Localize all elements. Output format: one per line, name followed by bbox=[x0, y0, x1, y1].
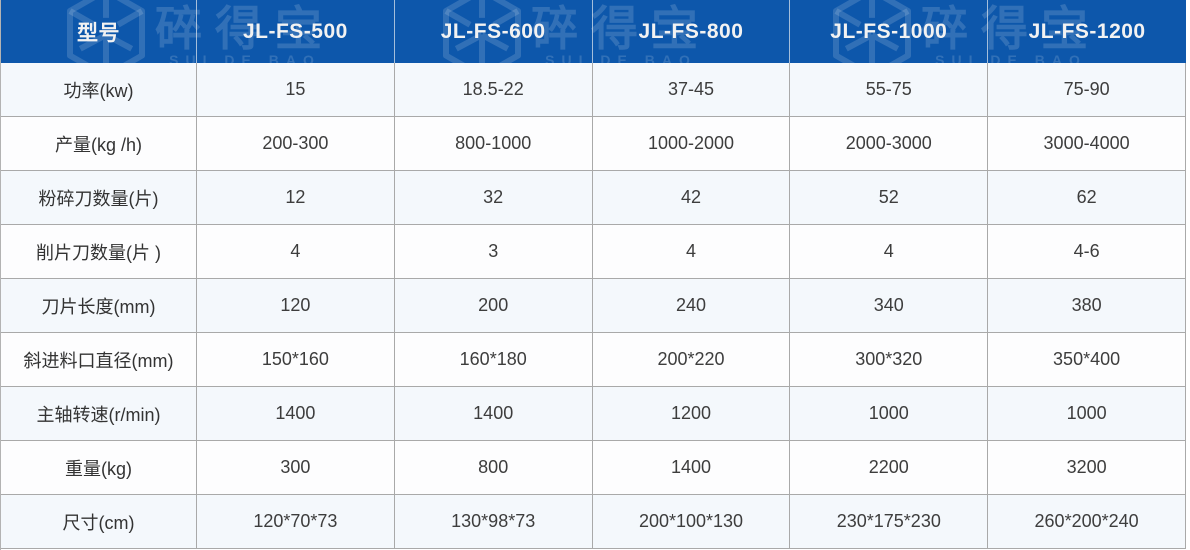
spec-value-cell: 62 bbox=[988, 171, 1186, 225]
spec-value-cell: 2000-3000 bbox=[790, 117, 989, 171]
row-label: 产量(kg /h) bbox=[1, 117, 197, 171]
spec-value-cell: 4 bbox=[592, 225, 791, 279]
spec-value-cell: 300 bbox=[197, 441, 395, 495]
column-header-model: JL-FS-800 bbox=[593, 0, 791, 63]
spec-value-cell: 800-1000 bbox=[394, 117, 593, 171]
spec-value-cell: 240 bbox=[592, 279, 791, 333]
table-row: 产量(kg /h) 200-300 800-1000 1000-2000 2000-3… bbox=[1, 117, 1186, 171]
spec-value-cell: 4 bbox=[790, 225, 989, 279]
spec-value-cell: 1400 bbox=[592, 441, 791, 495]
spec-value-cell: 800 bbox=[394, 441, 593, 495]
row-label: 重量(kg) bbox=[1, 441, 197, 495]
spec-value-cell: 260*200*240 bbox=[988, 495, 1186, 549]
spec-value-cell: 200*220 bbox=[592, 333, 791, 387]
spec-value-cell: 150*160 bbox=[197, 333, 395, 387]
table-row: 削片刀数量(片 ) 4 3 4 4 4-6 bbox=[1, 225, 1186, 279]
spec-value-cell: 300*320 bbox=[790, 333, 989, 387]
table-row: 功率(kw) 15 18.5-22 37-45 55-75 75-90 bbox=[1, 63, 1186, 117]
table-row: 斜进料口直径(mm) 150*160 160*180 200*220 300*320 3… bbox=[1, 333, 1186, 387]
spec-value-cell: 3 bbox=[394, 225, 593, 279]
row-label: 削片刀数量(片 ) bbox=[1, 225, 197, 279]
spec-value-cell: 42 bbox=[592, 171, 791, 225]
spec-value-cell: 1000 bbox=[988, 387, 1186, 441]
row-label: 尺寸(cm) bbox=[1, 495, 197, 549]
column-header-model: JL-FS-1000 bbox=[790, 0, 989, 63]
spec-value-cell: 340 bbox=[790, 279, 989, 333]
table-row: 粉碎刀数量(片) 12 32 42 52 62 bbox=[1, 171, 1186, 225]
spec-value-cell: 200 bbox=[394, 279, 593, 333]
table-row: 刀片长度(mm) 120 200 240 340 380 bbox=[1, 279, 1186, 333]
spec-value-cell: 1400 bbox=[394, 387, 593, 441]
row-label: 斜进料口直径(mm) bbox=[1, 333, 197, 387]
table-body: 功率(kw) 15 18.5-22 37-45 55-75 75-90 产量(kg /h… bbox=[1, 63, 1186, 549]
column-header-model: JL-FS-1200 bbox=[1028, 19, 1146, 43]
column-header-model: JL-FS-600 bbox=[395, 0, 593, 63]
table-row: 重量(kg) 300 800 1400 2200 3200 bbox=[1, 441, 1186, 495]
spec-value-cell: 200*100*130 bbox=[592, 495, 791, 549]
spec-value-cell: 3200 bbox=[988, 441, 1186, 495]
spec-value-cell: 2200 bbox=[790, 441, 989, 495]
spec-value-cell: 32 bbox=[394, 171, 593, 225]
row-label: 粉碎刀数量(片) bbox=[1, 171, 197, 225]
spec-value-cell: 200-300 bbox=[197, 117, 395, 171]
spec-value-cell: 52 bbox=[790, 171, 989, 225]
spec-value-cell: 1000 bbox=[790, 387, 989, 441]
spec-value-cell: 130*98*73 bbox=[394, 495, 593, 549]
column-header-model: JL-FS-500 bbox=[197, 0, 395, 63]
spec-value-cell: 120 bbox=[197, 279, 395, 333]
spec-value-cell: 15 bbox=[197, 63, 395, 117]
spec-value-cell: 120*70*73 bbox=[197, 495, 395, 549]
spec-value-cell: 380 bbox=[988, 279, 1186, 333]
spec-value-cell: 75-90 bbox=[988, 63, 1186, 117]
spec-value-cell: 350*400 bbox=[988, 333, 1186, 387]
spec-value-cell: 12 bbox=[197, 171, 395, 225]
spec-value-cell: 4 bbox=[197, 225, 395, 279]
row-label: 功率(kw) bbox=[1, 63, 197, 117]
spec-value-cell: 4-6 bbox=[988, 225, 1186, 279]
spec-value-cell: 3000-4000 bbox=[988, 117, 1186, 171]
table-row: 尺寸(cm) 120*70*73 130*98*73 200*100*130 230*… bbox=[1, 495, 1186, 549]
spec-value-cell: 160*180 bbox=[394, 333, 593, 387]
header-row: 碎得宝 SUI DE BAO 碎得宝 SUI DE BAO bbox=[1, 0, 1186, 63]
spec-value-cell: 55-75 bbox=[790, 63, 989, 117]
spec-value-cell: 1000-2000 bbox=[592, 117, 791, 171]
column-header-model-label: 型号 bbox=[1, 0, 197, 63]
spec-value-cell: 230*175*230 bbox=[790, 495, 989, 549]
spec-value-cell: 37-45 bbox=[592, 63, 791, 117]
row-label: 主轴转速(r/min) bbox=[1, 387, 197, 441]
spec-value-cell: 1400 bbox=[197, 387, 395, 441]
row-label: 刀片长度(mm) bbox=[1, 279, 197, 333]
spec-value-cell: 18.5-22 bbox=[394, 63, 593, 117]
table-row: 主轴转速(r/min) 1400 1400 1200 1000 1000 bbox=[1, 387, 1186, 441]
spec-value-cell: 1200 bbox=[592, 387, 791, 441]
